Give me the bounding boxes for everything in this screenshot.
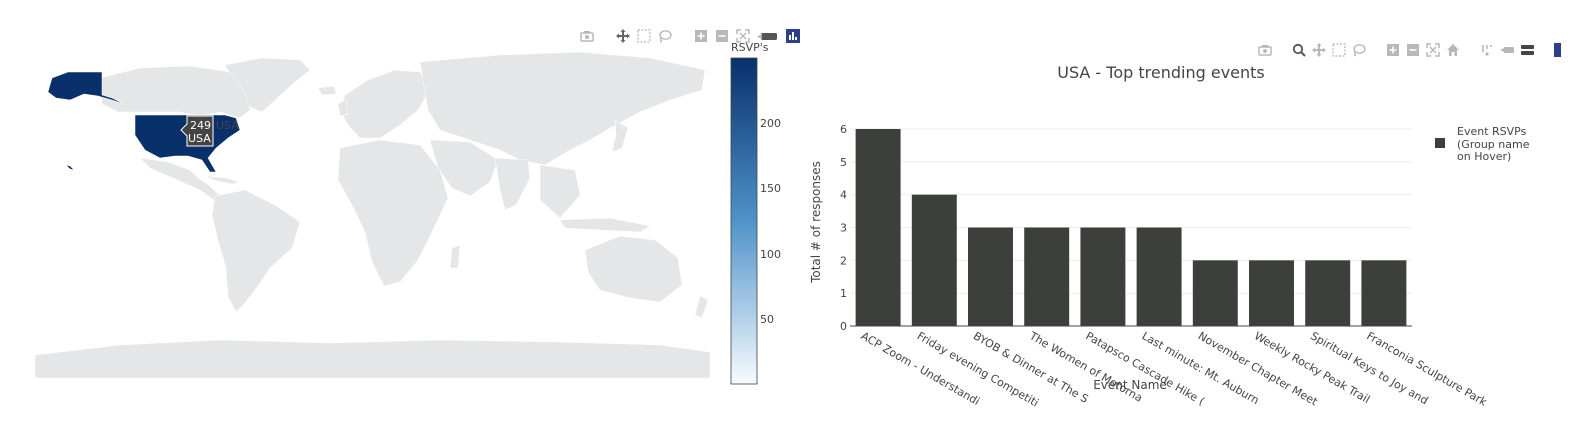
x-axis-title: Event Name xyxy=(1093,378,1167,392)
bar[interactable] xyxy=(1361,260,1407,326)
y-axis-title: Total # of responses xyxy=(809,161,823,284)
madagascar[interactable] xyxy=(449,244,461,269)
bar-chart-svg: USA - Top trending events 0 1 2 3 4 5 6 ACP Zo… xyxy=(809,63,1533,410)
spike-icon[interactable] xyxy=(1480,43,1494,57)
logo-icon[interactable] xyxy=(786,29,800,43)
logo-icon[interactable] xyxy=(1554,43,1561,57)
bars xyxy=(855,129,1407,327)
choropleth-map-panel: 249 USA USA RSVP's 200 150 100 50 xyxy=(34,27,800,385)
y-tick-label: 4 xyxy=(840,189,847,202)
colorbar-tick: 150 xyxy=(760,182,781,195)
pan-icon[interactable] xyxy=(616,29,630,43)
camera-icon[interactable] xyxy=(580,29,594,43)
india[interactable] xyxy=(494,157,531,211)
bar[interactable] xyxy=(1080,227,1126,327)
y-tick-label: 0 xyxy=(840,320,847,333)
camera-icon[interactable] xyxy=(1258,43,1272,57)
bar[interactable] xyxy=(1136,227,1182,327)
y-tick-label: 1 xyxy=(840,287,847,300)
autoscale-icon[interactable] xyxy=(1426,43,1440,57)
colorbar-tick: 200 xyxy=(760,117,781,130)
bar[interactable] xyxy=(1024,227,1070,327)
legend-label[interactable]: Event RSVPs (Group name on Hover) xyxy=(1457,125,1533,163)
antarctica[interactable] xyxy=(34,339,711,379)
home-icon[interactable] xyxy=(1446,43,1460,57)
hover-closest-icon[interactable] xyxy=(1500,43,1514,57)
map-svg: 249 USA USA RSVP's 200 150 100 50 xyxy=(34,41,781,385)
box-select-icon[interactable] xyxy=(1332,43,1346,57)
new-zealand[interactable] xyxy=(694,295,709,319)
japan[interactable] xyxy=(611,119,629,153)
bar[interactable] xyxy=(968,227,1013,327)
indonesia[interactable] xyxy=(559,217,651,233)
africa[interactable] xyxy=(337,139,449,287)
iceland[interactable] xyxy=(317,85,337,96)
pan-icon[interactable] xyxy=(1312,43,1326,57)
zoom-icon[interactable] xyxy=(1292,43,1306,57)
zoom-in-icon[interactable] xyxy=(694,29,708,43)
colorbar-gradient xyxy=(730,57,758,385)
legend-swatch[interactable] xyxy=(1435,138,1445,148)
bar[interactable] xyxy=(1249,260,1294,326)
bar[interactable] xyxy=(855,129,901,326)
zoom-out-icon[interactable] xyxy=(1406,43,1420,57)
bar-chart-panel: USA - Top trending events 0 1 2 3 4 5 6 ACP Zo… xyxy=(800,0,1594,447)
uk[interactable] xyxy=(337,99,349,117)
hover-tooltip-box: 249 USA xyxy=(180,115,214,147)
y-tick-label: 2 xyxy=(840,254,847,267)
y-tick-label: 6 xyxy=(840,123,847,136)
colorbar: RSVP's 200 150 100 50 xyxy=(730,41,781,385)
canada[interactable] xyxy=(99,65,251,119)
tooltip-value: 249 xyxy=(190,119,211,132)
caribbean[interactable] xyxy=(204,175,241,185)
bar[interactable] xyxy=(911,194,957,326)
bar[interactable] xyxy=(1305,260,1351,326)
russia-asia[interactable] xyxy=(419,51,706,166)
colorbar-tick: 100 xyxy=(760,248,781,261)
zoom-in-icon[interactable] xyxy=(1386,43,1400,57)
hawaii[interactable] xyxy=(65,164,75,171)
colorbar-tick: 50 xyxy=(760,313,774,326)
hover-compare-icon[interactable] xyxy=(1520,43,1534,57)
y-axis-ticks: 0 1 2 3 4 5 6 xyxy=(840,123,847,333)
reset-icon[interactable] xyxy=(736,29,750,43)
alaska[interactable] xyxy=(47,71,125,105)
lasso-select-icon[interactable] xyxy=(658,29,672,43)
bar-modebar xyxy=(1258,41,1561,59)
lasso-select-icon[interactable] xyxy=(1352,43,1366,57)
south-america[interactable] xyxy=(211,189,301,313)
europe[interactable] xyxy=(339,69,431,139)
world-land xyxy=(34,51,711,379)
australia[interactable] xyxy=(584,235,683,303)
home-icon[interactable] xyxy=(757,29,779,43)
map-modebar xyxy=(580,27,800,45)
tooltip-trace-name: USA xyxy=(216,119,239,132)
legend[interactable]: Event RSVPs (Group name on Hover) xyxy=(1435,125,1533,163)
y-tick-label: 5 xyxy=(840,156,847,169)
zoom-out-icon[interactable] xyxy=(715,29,729,43)
southeast-asia[interactable] xyxy=(539,164,581,219)
bar[interactable] xyxy=(1192,260,1238,326)
box-select-icon[interactable] xyxy=(637,29,651,43)
colorbar-title: RSVP's xyxy=(731,41,769,54)
chart-title: USA - Top trending events xyxy=(1057,63,1265,82)
tooltip-country: USA xyxy=(188,132,211,145)
y-tick-label: 3 xyxy=(840,222,847,235)
